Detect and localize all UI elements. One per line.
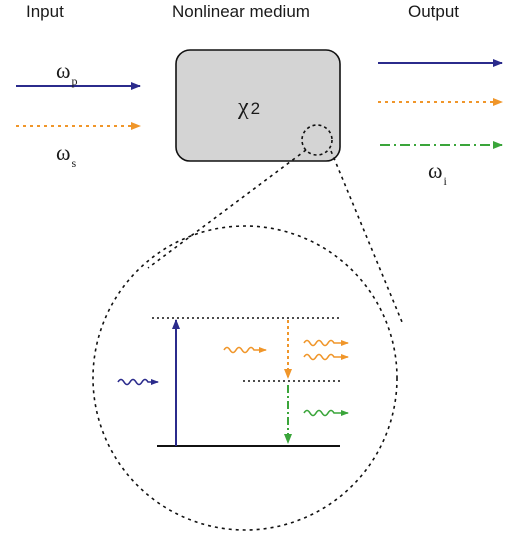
zoom-line-right [330, 150, 403, 323]
chi-order: 2 [250, 99, 261, 118]
output-header: Output [408, 2, 460, 21]
zoom-detail-circle [92, 225, 398, 531]
signal-photon-wiggle-out-2 [303, 353, 349, 361]
input-header: Input [26, 2, 64, 21]
omega-symbol: ω [56, 58, 71, 83]
nonlinear-medium-box [175, 49, 341, 162]
pump-photon-wiggle [117, 378, 159, 386]
idler-frequency-label: ωi [428, 158, 447, 189]
idler-subscript: i [443, 174, 447, 188]
pump-frequency-label: ωp [56, 58, 77, 89]
omega-symbol: ω [56, 140, 71, 165]
idler-photon-wiggle [303, 409, 349, 417]
omega-symbol: ω [428, 158, 443, 183]
zoom-line-left [147, 149, 307, 269]
pump-subscript: p [71, 74, 78, 88]
signal-frequency-label: ωs [56, 140, 76, 171]
zoom-source-circle [301, 124, 333, 156]
medium-header: Nonlinear medium [172, 2, 310, 21]
signal-subscript: s [71, 156, 77, 170]
signal-photon-wiggle-in [223, 346, 267, 354]
signal-photon-wiggle-out-1 [303, 339, 349, 347]
chi-symbol: χ [238, 94, 249, 120]
